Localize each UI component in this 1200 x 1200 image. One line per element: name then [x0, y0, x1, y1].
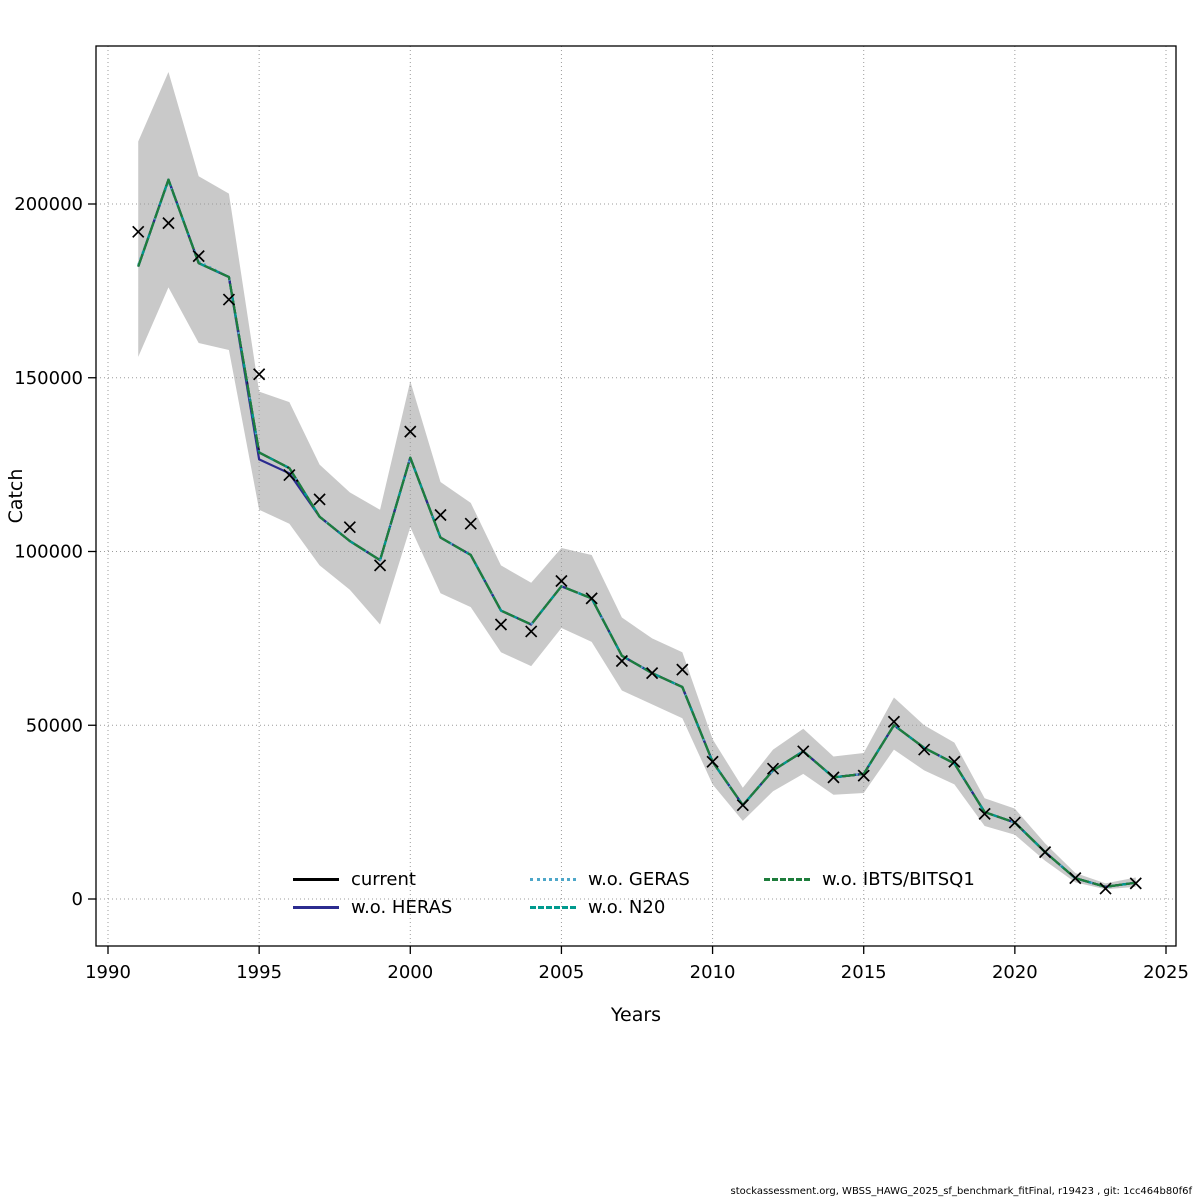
observation-marker [736, 799, 749, 812]
observation-marker [1129, 877, 1142, 890]
observation-marker [918, 743, 931, 756]
observation-marker [253, 368, 266, 381]
observation-marker [797, 745, 810, 758]
observation-marker [434, 508, 447, 522]
observation-marker [373, 559, 387, 572]
x-axis-label: Years [610, 1004, 662, 1026]
legend-item-wo-heras: w.o. HERAS [293, 894, 530, 920]
y-axis-label: Catch [5, 468, 27, 524]
observation-marker [857, 769, 870, 782]
legend-column-3: w.o. IBTS/BITSQ1 [764, 866, 975, 920]
x-tick-label: 2005 [539, 962, 585, 983]
observation-marker [1038, 845, 1052, 859]
observation-marker [1008, 816, 1021, 829]
legend-label-wo-heras: w.o. HERAS [351, 896, 453, 918]
plot-border [95, 45, 1177, 947]
series-line-0 [137, 178, 1136, 888]
legend-line-wo-n20 [530, 905, 576, 909]
observation-marker [615, 654, 628, 668]
observation-marker [706, 755, 719, 768]
x-tick-label: 1990 [85, 962, 131, 983]
x-tick-label: 2000 [387, 962, 433, 983]
observation-marker [978, 807, 991, 820]
observation-marker [827, 771, 840, 784]
observation-marker [1069, 872, 1082, 885]
y-tick-label: 100000 [14, 542, 83, 563]
legend-label-wo-n20: w.o. N20 [588, 896, 666, 918]
x-tick-label: 2020 [992, 962, 1038, 983]
legend-label-current: current [351, 868, 416, 890]
y-tick-label: 50000 [26, 715, 83, 736]
series-line-1 [137, 178, 1136, 888]
observation-marker [313, 493, 326, 506]
observation-marker [494, 618, 508, 631]
observation-marker [404, 425, 417, 438]
observation-marker [766, 762, 780, 775]
observation-marker [343, 521, 356, 534]
legend-label-wo-ibts-bitsq1: w.o. IBTS/BITSQ1 [822, 868, 975, 890]
x-tick-label: 2025 [1143, 962, 1189, 983]
legend-line-wo-ibts-bitsq1 [764, 877, 810, 881]
series-line-2 [137, 180, 1136, 888]
y-tick-label: 200000 [14, 194, 83, 215]
observation-marker [525, 625, 538, 638]
observation-marker [1099, 882, 1112, 895]
legend-line-wo-geras [530, 877, 576, 881]
observation-marker [192, 250, 205, 263]
chart-legend: current w.o. HERAS w.o. GERAS w.o. N20 w… [293, 866, 975, 920]
x-tick-label: 1995 [236, 962, 282, 983]
legend-item-wo-n20: w.o. N20 [530, 894, 764, 920]
observation-marker [222, 293, 236, 306]
legend-item-wo-geras: w.o. GERAS [530, 866, 764, 892]
legend-column-1: current w.o. HERAS [293, 866, 530, 920]
observation-marker [283, 468, 296, 482]
x-tick-label: 2015 [841, 962, 887, 983]
footer-text: stockassessment.org, WBSS_HAWG_2025_sf_b… [730, 1186, 1192, 1197]
confidence-band [138, 71, 1136, 890]
observation-marker [464, 517, 477, 530]
observation-marker [887, 715, 901, 728]
legend-column-2: w.o. GERAS w.o. N20 [530, 866, 764, 920]
legend-line-wo-heras [293, 905, 339, 909]
y-tick-label: 150000 [14, 368, 83, 389]
observation-marker [585, 592, 598, 605]
y-tick-label: 0 [72, 889, 83, 910]
legend-item-current: current [293, 866, 530, 892]
legend-item-wo-ibts-bitsq1: w.o. IBTS/BITSQ1 [764, 866, 975, 892]
observation-marker [948, 755, 961, 768]
observation-marker [676, 663, 689, 676]
observation-marker [162, 217, 175, 230]
x-tick-label: 2010 [690, 962, 736, 983]
series-line-4 [137, 178, 1136, 888]
series-line-3 [137, 178, 1136, 888]
legend-line-current [293, 877, 339, 881]
observation-marker [646, 667, 659, 680]
legend-label-wo-geras: w.o. GERAS [588, 868, 690, 890]
observation-marker [132, 225, 145, 238]
observation-marker [555, 574, 568, 588]
